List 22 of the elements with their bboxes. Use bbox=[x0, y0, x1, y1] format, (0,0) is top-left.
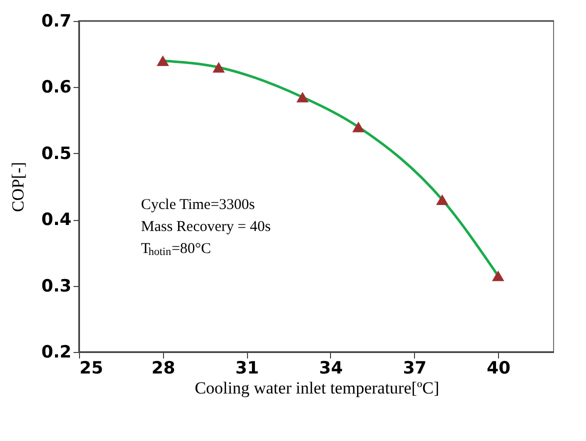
x-tick-label: 31 bbox=[235, 358, 259, 378]
point bbox=[212, 62, 225, 73]
point bbox=[296, 92, 309, 102]
annotation: Mass Recovery = 40s bbox=[141, 219, 271, 235]
x-tick-label: 37 bbox=[402, 358, 427, 378]
x-tick-label: 25 bbox=[80, 358, 104, 378]
point bbox=[156, 55, 169, 66]
point bbox=[492, 270, 504, 282]
y-tick-label: 0.6 bbox=[41, 78, 72, 98]
x-tick-label: 28 bbox=[151, 358, 176, 378]
x-tick-label: 40 bbox=[486, 358, 511, 378]
y-tick-label: 0.3 bbox=[41, 276, 72, 296]
x-tick-label: 34 bbox=[319, 358, 343, 378]
y-tick-label: 0.4 bbox=[41, 210, 72, 230]
point bbox=[436, 194, 448, 206]
y-tick-label: 0.5 bbox=[41, 144, 72, 164]
point bbox=[352, 122, 365, 132]
annotation: Cycle Time=3300s bbox=[141, 197, 256, 213]
y-tick-label: 0.7 bbox=[41, 12, 72, 32]
x-axis-title: Cooling water inlet temperature[ºC] bbox=[194, 378, 440, 398]
y-tick-label: 0.2 bbox=[41, 342, 72, 362]
y-axis-title: COP[-] bbox=[8, 162, 28, 212]
